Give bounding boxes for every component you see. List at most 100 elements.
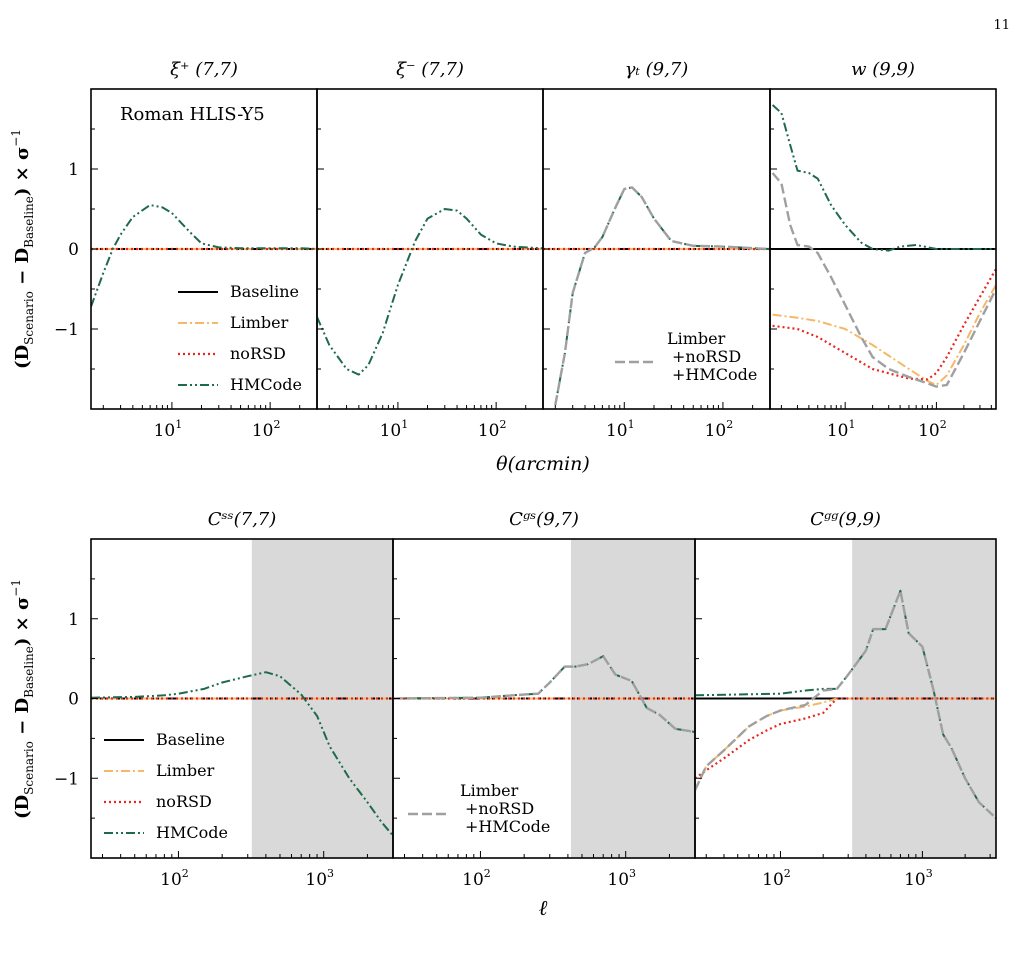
series-line-norsd: [772, 268, 996, 381]
series-line-hmcode: [695, 589, 996, 819]
panel-title: Cᵍˢ(9,7): [509, 509, 579, 530]
series-line-limber: [695, 697, 996, 791]
legend-label-limber: Limber: [156, 761, 215, 780]
series-line-limber-norsd-hmcode: [393, 655, 695, 734]
legend-label-norsd: noRSD: [156, 792, 212, 811]
series-line-limber-norsd-hmcode: [771, 172, 996, 388]
y-label-part: −1: [9, 129, 23, 147]
series-line-hmcode: [91, 204, 317, 307]
panel-bottom-1: 102 103 Cᵍˢ(9,7) Limber+noRSD+HMCode: [392, 509, 696, 890]
series-group: [91, 671, 393, 837]
legend-label-hmcode: HMCode: [156, 823, 228, 842]
panel-top-2: 101 102 γₜ (9,7) Limber+noRSD+HMCode: [542, 59, 771, 441]
y-label-part: Scenario: [22, 291, 36, 345]
series-group: [771, 104, 996, 388]
x-tick-exponent: 2: [484, 867, 491, 880]
x-tick-exponent: 2: [784, 867, 791, 880]
top-y-axis-label: (DScenario − DBaseline) × σ−1: [9, 129, 36, 369]
x-tick-exponent: 3: [629, 867, 636, 880]
x-tick-exponent: 2: [726, 418, 733, 431]
y-label-part: − D: [12, 248, 33, 291]
y-tick-label: 0: [68, 240, 79, 260]
x-tick-exponent: 1: [401, 418, 408, 431]
series-line-hmcode: [771, 104, 996, 252]
x-tick-label: 103: [305, 867, 334, 890]
y-tick-label: 1: [68, 610, 79, 630]
series-line-norsd: [695, 697, 996, 780]
y-label-part: (D: [12, 795, 33, 819]
series-line-hmcode: [91, 671, 393, 837]
legend-combined-line-0: Limber: [460, 781, 519, 800]
bottom-x-axis-label: ℓ: [539, 896, 548, 920]
top-x-axis-label: θ(arcmin): [496, 453, 590, 475]
y-tick-label: 1: [68, 160, 79, 180]
x-tick-label: 102: [252, 418, 281, 441]
series-group: [393, 655, 695, 734]
legend-combined-line-2: +HMCode: [465, 817, 550, 836]
series-group: [317, 208, 543, 376]
y-tick-label: −1: [54, 769, 79, 789]
legend-combined-line-1: +noRSD: [672, 347, 741, 366]
panel-title: w (9,9): [851, 59, 915, 80]
x-tick-exponent: 2: [182, 867, 189, 880]
series-line-hmcode: [317, 208, 543, 376]
panel-title: Cˢˢ(7,7): [208, 509, 277, 530]
y-label-part: −1: [9, 579, 23, 597]
page-number: 11: [993, 18, 1010, 33]
x-tick-exponent: 3: [327, 867, 334, 880]
x-tick-exponent: 1: [628, 418, 635, 431]
x-tick-label: 102: [462, 867, 491, 890]
y-label-part: Baseline: [22, 196, 36, 248]
y-label-part: Scenario: [22, 741, 36, 795]
y-label-part: − D: [12, 698, 33, 741]
x-tick-label: 102: [478, 418, 507, 441]
y-tick-label: 0: [68, 690, 79, 710]
x-tick-exponent: 2: [499, 418, 506, 431]
y-tick-label: −1: [54, 320, 79, 340]
x-tick-label: 102: [160, 867, 189, 890]
panel-top-3: 101 102 w (9,9): [769, 59, 997, 441]
series-group: [91, 204, 317, 307]
series-line-limber-norsd-hmcode: [554, 186, 770, 406]
series-group: [695, 589, 996, 819]
panel-title: γₜ (9,7): [625, 59, 689, 80]
panel-title: Cᵍᵍ(9,9): [810, 509, 881, 530]
y-label-part: (D: [12, 345, 33, 369]
legend-label-hmcode: HMCode: [230, 375, 302, 394]
bottom-y-axis-label: (DScenario − DBaseline) × σ−1: [9, 579, 36, 819]
legend-label-baseline: Baseline: [156, 730, 225, 749]
x-tick-label: 101: [827, 418, 856, 441]
panel-bottom-2: 102 103 Cᵍᵍ(9,9): [694, 509, 997, 890]
legend-label-baseline: Baseline: [230, 282, 299, 301]
legend-combined-line-0: Limber: [667, 329, 726, 348]
x-tick-label: 102: [918, 418, 947, 441]
x-tick-label: 102: [705, 418, 734, 441]
legend-label-norsd: noRSD: [230, 344, 286, 363]
legend-combined-line-1: +noRSD: [465, 799, 534, 818]
x-tick-label: 101: [606, 418, 635, 441]
series-group: [543, 186, 770, 406]
survey-label: Roman HLIS-Y5: [120, 104, 265, 125]
x-tick-label: 103: [607, 867, 636, 890]
series-line-limber: [772, 284, 996, 386]
x-tick-exponent: 1: [848, 418, 855, 431]
x-tick-exponent: 2: [273, 418, 280, 431]
y-label-part: Baseline: [22, 646, 36, 698]
panel-top-0: 101 102 −1 0 1 ξ⁺ (7,7) Roman HLIS-Y5 Baseline L…: [54, 59, 318, 441]
legend-combined-line-2: +HMCode: [672, 365, 757, 384]
x-tick-label: 103: [904, 867, 933, 890]
x-tick-exponent: 1: [175, 418, 182, 431]
y-label-part: ) × σ: [12, 597, 33, 646]
x-tick-label: 101: [380, 418, 409, 441]
x-tick-label: 101: [154, 418, 183, 441]
y-label-part: ) × σ: [12, 147, 33, 196]
panel-bottom-0: 102 103 −1 0 1 Cˢˢ(7,7) Baseline Limber noRSD HMC…: [54, 509, 394, 890]
panel-title: ξ⁻ (7,7): [396, 59, 464, 80]
x-tick-exponent: 2: [940, 418, 947, 431]
x-tick-label: 102: [762, 867, 791, 890]
series-line-limber-norsd-hmcode: [695, 589, 996, 819]
panel-title: ξ⁺ (7,7): [170, 59, 238, 80]
panel-top-1: 101 102 ξ⁻ (7,7): [316, 59, 544, 441]
x-tick-exponent: 3: [926, 867, 933, 880]
